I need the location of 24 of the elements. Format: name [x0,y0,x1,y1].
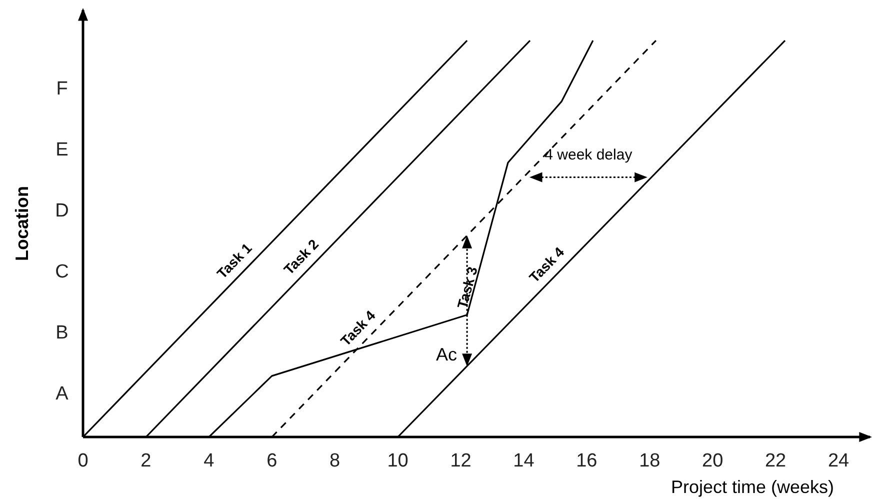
annotation: 4 week delay [544,146,633,164]
x-tick-label: 10 [387,450,408,472]
x-tick-label: 20 [702,450,724,472]
x-tick-label: 2 [140,450,152,472]
x-tick-label: 8 [330,450,340,472]
annotation: Ac [436,344,458,364]
legend-label: Task 3 [454,264,480,310]
x-tick-label: 24 [828,450,850,472]
x-tick-label: 22 [764,450,786,472]
x-tick-label: 14 [513,450,535,472]
text: C [55,262,69,283]
y-axis-title: Location [12,186,32,261]
text: D [55,200,69,222]
text: E [56,139,68,160]
x-axis-title: Project time (weeks) [670,477,834,497]
text: B [56,322,68,344]
text: A [56,384,69,405]
x-tick-label: 16 [576,450,598,472]
x-tick-label: 4 [204,450,215,472]
x-tick-label: 18 [639,450,660,472]
x-tick-label: 12 [450,450,472,472]
text: F [56,78,68,100]
x-tick-label: 0 [78,450,88,472]
x-tick-label: 6 [266,450,278,472]
